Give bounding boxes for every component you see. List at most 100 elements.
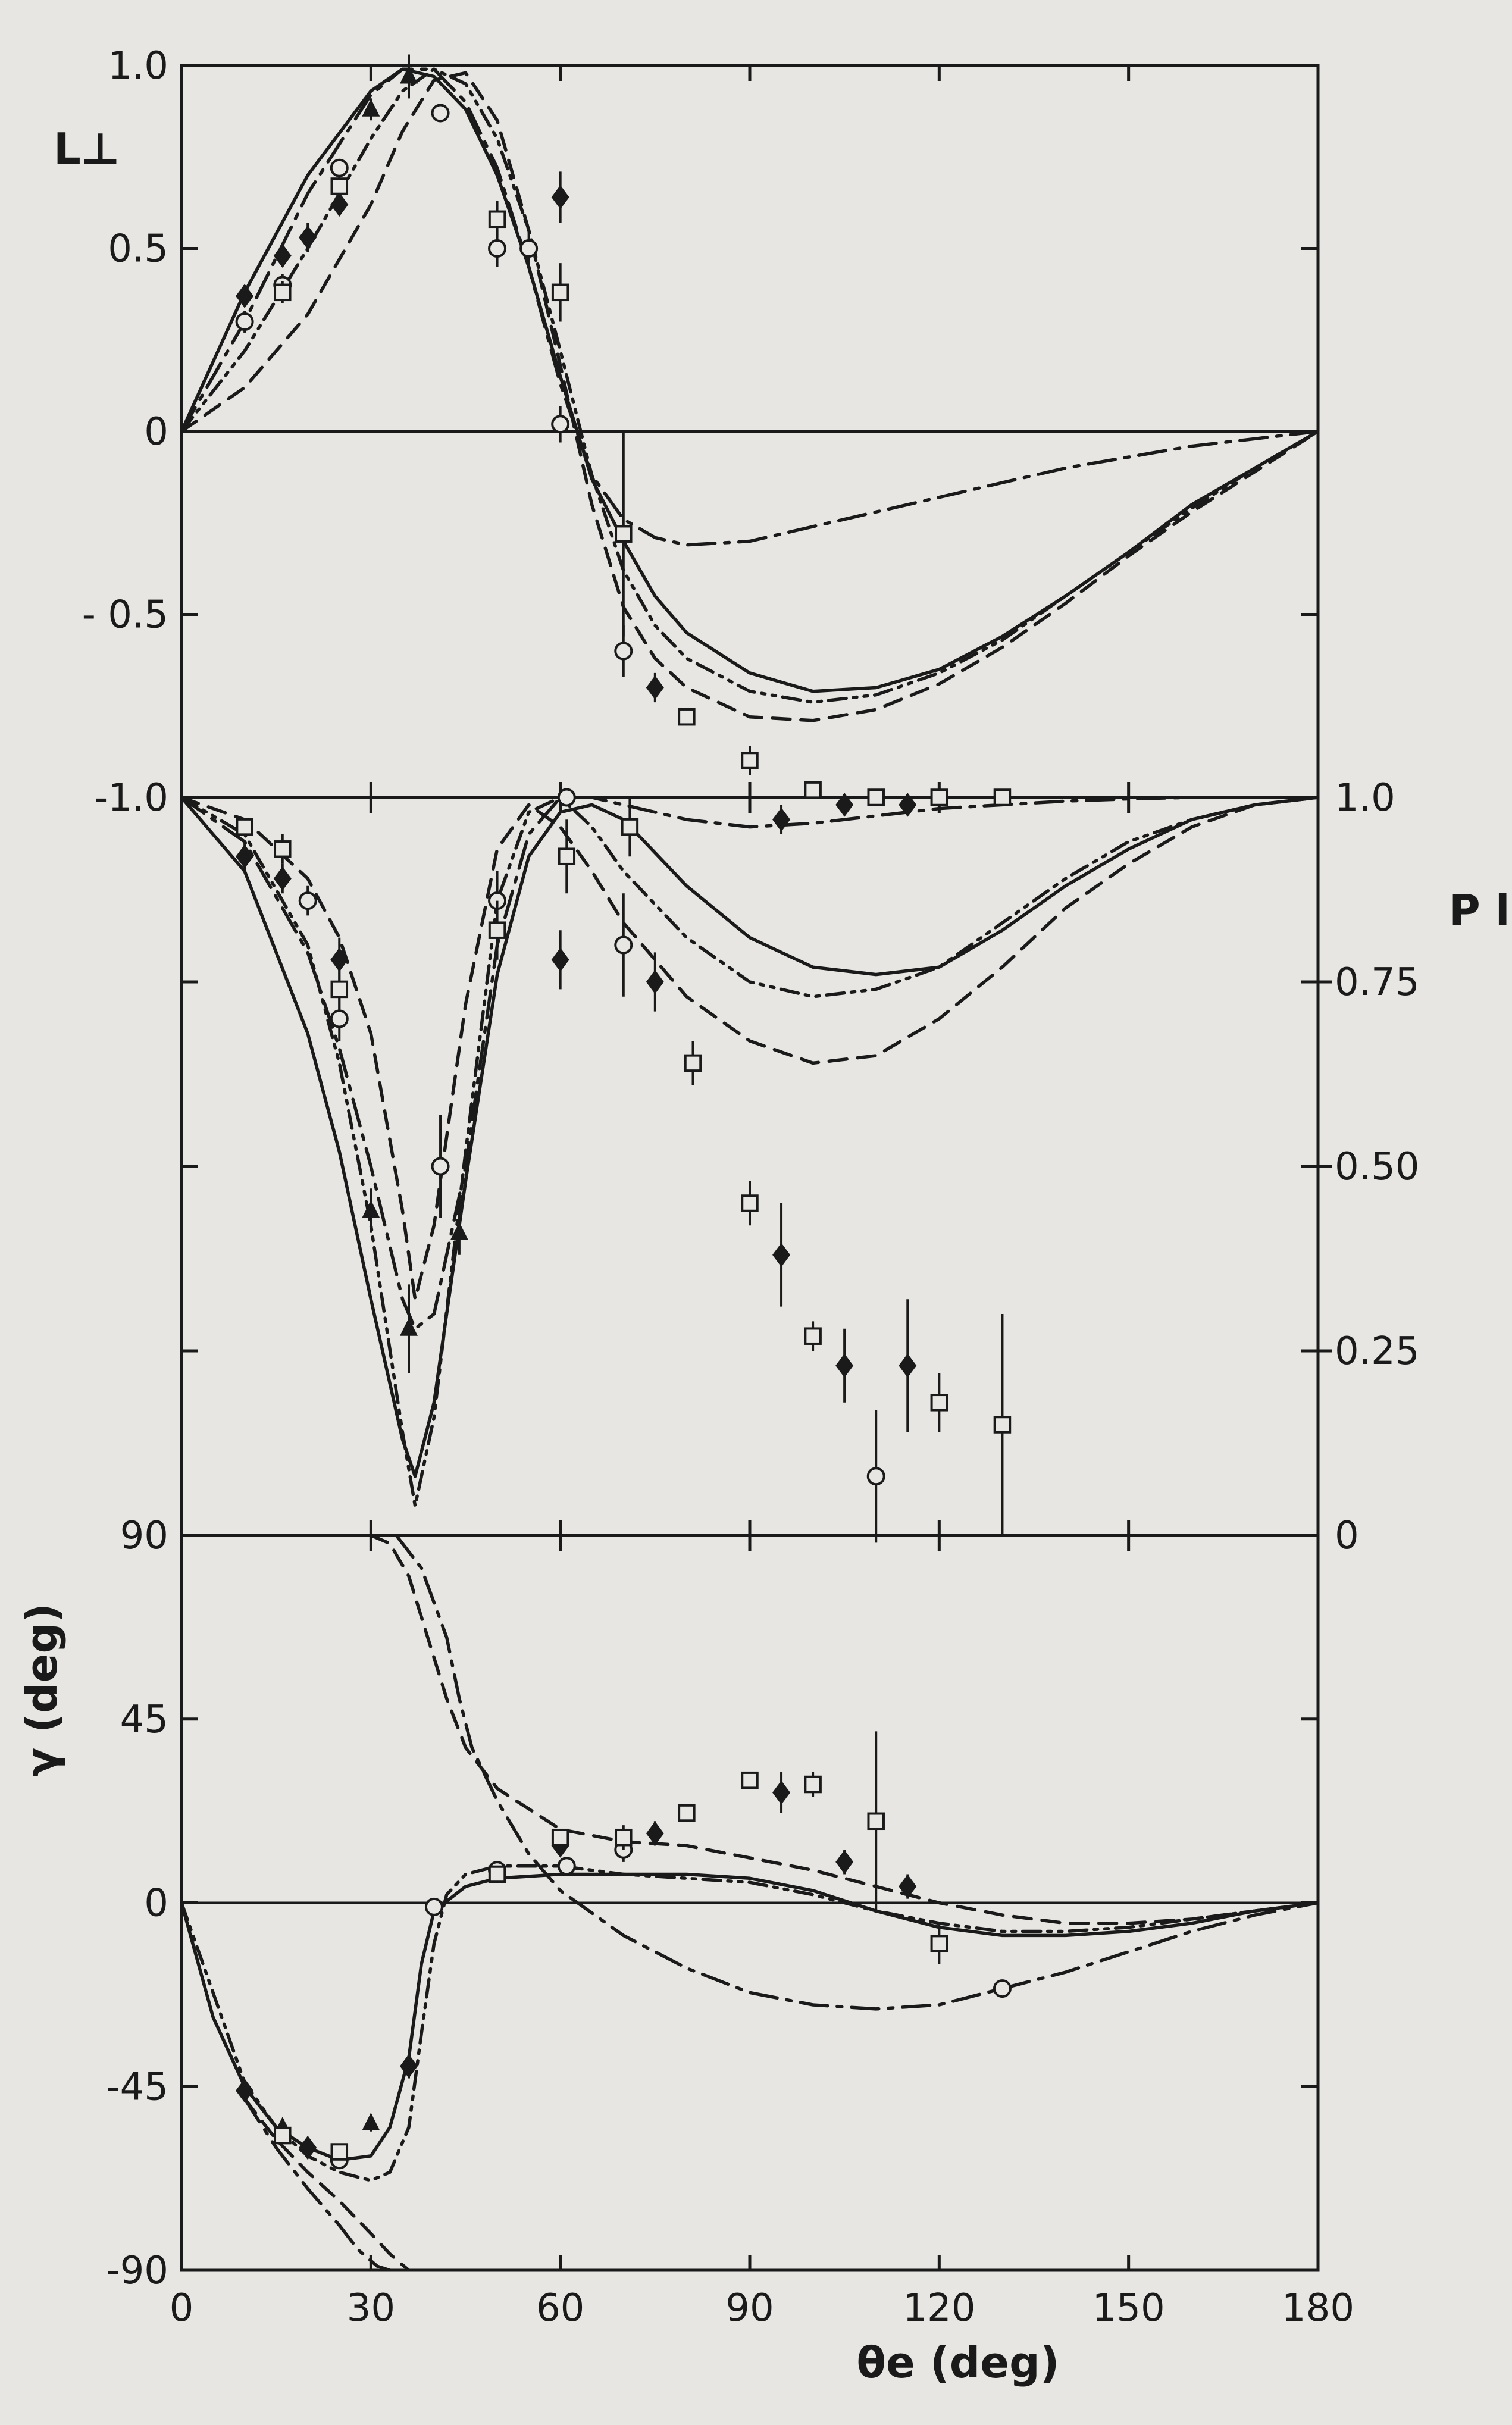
x-tick-label: 90 — [725, 2286, 774, 2330]
data-point-circle — [557, 1857, 576, 1876]
data-point-circle — [993, 1979, 1012, 1998]
square-marker — [551, 283, 569, 302]
data-point-square — [678, 708, 696, 726]
diamond-marker — [772, 807, 791, 832]
data-point-circle — [424, 1897, 443, 1916]
data-point-triangle — [362, 2113, 380, 2132]
data-point-diamond — [299, 223, 317, 252]
y-tick-label: 0.5 — [108, 227, 168, 271]
square-marker — [274, 283, 292, 302]
diamond-marker — [236, 284, 254, 308]
y-tick-label: 0 — [144, 410, 168, 454]
y-tick-label: - 0.5 — [82, 593, 168, 637]
curve-solid — [181, 1872, 1318, 2162]
x-tick-label: 30 — [347, 2286, 395, 2330]
diamond-marker — [899, 793, 917, 817]
data-point-square — [804, 1772, 822, 1797]
data-point-circle — [614, 893, 633, 997]
diamond-marker — [646, 675, 664, 700]
square-marker — [330, 980, 349, 999]
panel-P_l: 1.0 0.75 0.50 0.25 0 — [180, 746, 1420, 1558]
data-point-circle — [557, 788, 576, 807]
y-tick-label: 0 — [144, 1882, 168, 1926]
circle-marker — [431, 1157, 450, 1176]
data-point-diamond — [646, 672, 664, 703]
y-tick-label: 0.75 — [1335, 960, 1420, 1005]
square-marker — [930, 1935, 948, 1952]
data-point-diamond — [646, 952, 664, 1012]
data-point-square — [236, 818, 253, 836]
data-point-circle — [330, 158, 349, 177]
y-tick-label: 0.25 — [1335, 1329, 1420, 1373]
data-point-diamond — [551, 930, 569, 990]
data-point-square — [741, 1181, 759, 1226]
triangle-marker — [400, 65, 418, 84]
circle-marker — [614, 935, 633, 955]
square-marker — [804, 1327, 822, 1345]
circle-marker — [557, 788, 576, 807]
square-marker — [274, 840, 292, 858]
data-point-diamond — [400, 2054, 418, 2079]
x-tick-label: 150 — [1092, 2286, 1165, 2330]
gamma-axis-title: γ (deg) — [17, 1603, 67, 1777]
square-marker — [274, 2126, 292, 2145]
circle-marker — [235, 312, 254, 331]
square-marker — [678, 1804, 696, 1822]
curve-solid — [181, 67, 1318, 693]
x-tick-label: 0 — [170, 2286, 194, 2330]
data-point-circle — [298, 885, 317, 916]
circle-marker — [993, 1979, 1012, 1998]
triangle-marker — [400, 1318, 418, 1336]
triangle-marker — [362, 1200, 380, 1218]
square-marker — [330, 177, 349, 195]
x-tick-label: 60 — [536, 2286, 584, 2330]
data-point-square — [930, 1373, 948, 1432]
data-point-square — [741, 1771, 759, 1789]
data-point-circle — [488, 230, 507, 267]
square-marker — [741, 752, 759, 769]
data-point-square — [274, 834, 292, 864]
data-point-circle — [866, 1410, 885, 1543]
square-marker — [488, 1865, 506, 1883]
diamond-marker — [772, 1243, 791, 1268]
y-tick-label: 1.0 — [1335, 776, 1395, 820]
curve-dashed — [181, 71, 1318, 722]
data-point-square — [274, 281, 292, 303]
data-point-square — [330, 175, 349, 198]
panels: 1.00.50- 0.5-1.0 1.00.750.500.25090450-45… — [82, 44, 1420, 2330]
x-tick-label: 180 — [1282, 2286, 1354, 2330]
diamond-marker — [551, 185, 569, 209]
diamond-marker — [273, 243, 292, 268]
data-point-diamond — [772, 1772, 791, 1813]
data-point-diamond — [646, 1821, 664, 1846]
data-point-diamond — [551, 171, 569, 223]
triangle-marker — [450, 1222, 468, 1240]
data-point-square — [993, 788, 1012, 806]
x-tick-label: 120 — [903, 2286, 975, 2330]
curves — [181, 797, 1318, 1508]
diamond-marker — [835, 1353, 854, 1378]
square-marker — [615, 1828, 633, 1847]
square-marker — [488, 210, 506, 229]
data-point-diamond — [899, 793, 917, 817]
diamond-marker — [835, 1850, 854, 1875]
y-tick-label: -45 — [106, 2065, 168, 2109]
square-marker — [804, 1775, 822, 1794]
data-point-square — [930, 1923, 948, 1964]
square-marker — [930, 788, 948, 806]
diamond-marker — [273, 866, 292, 891]
circle-marker — [431, 104, 450, 123]
data-point-circle — [431, 104, 450, 123]
data-point-square — [930, 788, 948, 806]
y-tick-label: 1.0 — [108, 44, 168, 88]
square-marker — [741, 1194, 759, 1212]
data-point-diamond — [772, 805, 791, 834]
data-point-circle — [614, 625, 633, 677]
data-point-diamond — [835, 1328, 854, 1403]
diamond-marker — [330, 192, 349, 217]
square-marker — [804, 781, 822, 799]
data-point-square — [488, 1865, 506, 1883]
panel-frame — [180, 796, 1320, 1537]
y-tick-label: -90 — [106, 2249, 168, 2293]
